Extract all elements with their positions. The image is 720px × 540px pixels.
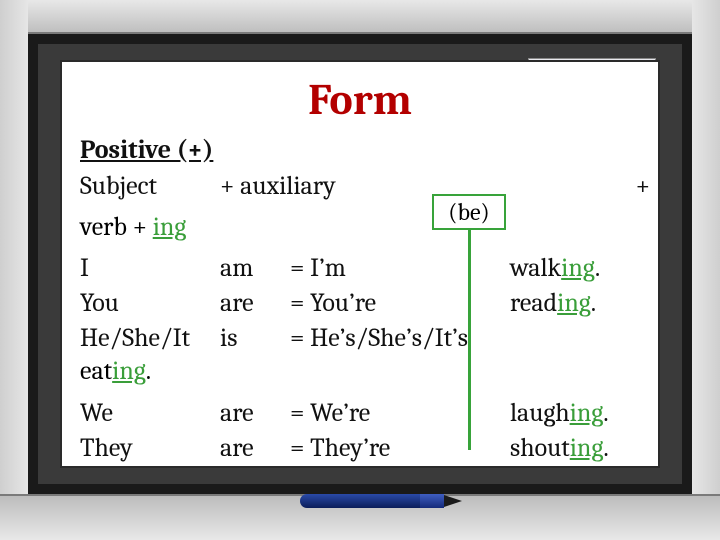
cell-aux: am bbox=[220, 251, 290, 286]
pen-body bbox=[300, 494, 420, 508]
table-row: You are = You’re reading. bbox=[80, 286, 640, 321]
verb-stem: walk bbox=[510, 253, 561, 283]
be-label: (be) bbox=[448, 198, 489, 226]
verb-dot: . bbox=[603, 398, 608, 428]
be-vertical-line bbox=[468, 230, 471, 450]
cell-subject: We bbox=[80, 396, 220, 431]
table-row: We are = We’re laughing. bbox=[80, 396, 640, 431]
pen-tip bbox=[444, 495, 462, 507]
verb-dot: . bbox=[591, 288, 596, 318]
table-row: I am = I’m walking. bbox=[80, 251, 640, 286]
table-row: They are = They’re shouting. bbox=[80, 431, 640, 466]
table-row: He/She/It is = He’s/She’s/It’s bbox=[80, 321, 640, 356]
cell-aux: are bbox=[220, 286, 290, 321]
cell-contraction: = They’re bbox=[290, 431, 510, 466]
pen-graphic bbox=[300, 488, 470, 512]
intro-verb: verb + bbox=[80, 212, 153, 242]
bezel-right bbox=[692, 0, 720, 540]
table-row-wrapped: eating. bbox=[80, 354, 640, 389]
cell-subject: He/She/It bbox=[80, 321, 220, 356]
verb-stem: read bbox=[510, 288, 557, 318]
verb-dot: . bbox=[595, 253, 600, 283]
cell-aux: are bbox=[220, 396, 290, 431]
cell-verb: shouting. bbox=[510, 431, 650, 466]
verb-ing: ing bbox=[557, 288, 591, 318]
cell-contraction: = You’re bbox=[290, 286, 510, 321]
slide-screen: Form Positive (+) Subject + auxiliary + … bbox=[60, 60, 660, 468]
cell-verb: walking. bbox=[510, 251, 650, 286]
bezel-left bbox=[0, 0, 28, 540]
verb-ing: ing bbox=[561, 253, 595, 283]
cell-aux: is bbox=[220, 321, 290, 356]
verb-ing: ing bbox=[112, 356, 146, 386]
verb-stem: laugh bbox=[510, 398, 570, 428]
be-box: (be) bbox=[432, 194, 506, 230]
verb-ing: ing bbox=[570, 398, 604, 428]
verb-dot: . bbox=[146, 356, 151, 386]
cell-verb: laughing. bbox=[510, 396, 650, 431]
intro-subject: Subject bbox=[80, 169, 220, 204]
structure-line-1: Subject + auxiliary + bbox=[80, 169, 640, 204]
intro-ing: ing bbox=[153, 212, 187, 242]
verb-stem: eat bbox=[80, 356, 112, 386]
pen-grip bbox=[420, 494, 444, 508]
verb-stem: shout bbox=[510, 433, 570, 463]
intro-plus: + bbox=[510, 169, 650, 204]
verb-ing: ing bbox=[570, 433, 604, 463]
cell-aux: are bbox=[220, 431, 290, 466]
cell-subject: You bbox=[80, 286, 220, 321]
bezel-top bbox=[0, 0, 720, 34]
verb-dot: . bbox=[603, 433, 608, 463]
cell-contraction: = He’s/She’s/It’s bbox=[290, 321, 510, 356]
structure-line-2: verb + ing bbox=[80, 210, 640, 245]
cell-contraction: = We’re bbox=[290, 396, 510, 431]
cell-verb: reading. bbox=[510, 286, 650, 321]
monitor-frame: Form Positive (+) Subject + auxiliary + … bbox=[0, 0, 720, 540]
cell-subject: They bbox=[80, 431, 220, 466]
slide-title: Form bbox=[80, 74, 640, 125]
section-heading: Positive (+) bbox=[80, 135, 640, 165]
cell-subject: I bbox=[80, 251, 220, 286]
cell-contraction: = I’m bbox=[290, 251, 510, 286]
